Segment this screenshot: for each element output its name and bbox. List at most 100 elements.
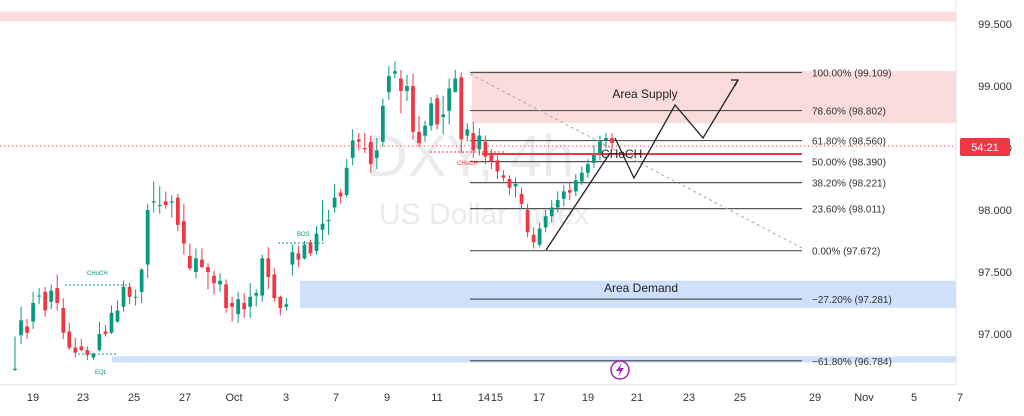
x-tick-label: 7 [957, 392, 963, 404]
projection-arrowhead [731, 79, 740, 87]
candle-body [586, 164, 590, 173]
candle-body [163, 201, 168, 206]
candle-body [489, 154, 494, 162]
watermark-name: US Dollar Index [379, 198, 589, 231]
dashed-trendline [469, 73, 803, 249]
candle-body [272, 274, 277, 299]
y-tick-label: 98.000 [978, 205, 1012, 217]
candle-body [31, 303, 35, 322]
x-tick-label: 3 [283, 392, 289, 404]
area-demand-zone [300, 280, 956, 308]
candle-body [248, 296, 253, 307]
candle-body [181, 221, 186, 244]
candle-body [296, 253, 301, 260]
candlestick-series [13, 61, 614, 372]
candle-body [55, 288, 60, 303]
event-lightning-icon[interactable] [610, 360, 630, 380]
candle-body [567, 190, 572, 193]
candle-body [411, 86, 415, 132]
fib-label: 0.00% (97.672) [812, 247, 880, 258]
candle-body [368, 141, 373, 165]
candle-body [417, 131, 421, 144]
candle-body [266, 258, 271, 277]
fib-label: 23.60% (98.011) [812, 205, 885, 216]
candle-body [537, 228, 542, 245]
x-tick-label: 7 [333, 392, 339, 404]
price-tag [960, 138, 1010, 156]
x-tick-label: 5 [911, 392, 917, 404]
x-tick-label: Oct [225, 392, 242, 404]
x-tick-label: Nov [854, 392, 874, 404]
candle-body [67, 331, 72, 348]
candle-body [25, 326, 29, 333]
choch-label-mid: CHoCH [457, 161, 478, 167]
candle-body [495, 160, 500, 172]
candle-body [519, 193, 524, 204]
choch-trend-line [545, 152, 611, 251]
candle-body [115, 310, 120, 322]
candle-body [332, 197, 337, 208]
candle-body [308, 242, 313, 254]
candle-body [85, 350, 90, 356]
candle-body [127, 286, 132, 297]
candle-body [380, 105, 385, 142]
candle-body [350, 140, 355, 158]
candle-body [151, 201, 156, 203]
y-tick-label: 99.500 [978, 19, 1012, 31]
x-tick-label: 29 [809, 392, 821, 404]
x-tick-label: 23 [77, 392, 89, 404]
candle-body [507, 179, 512, 188]
candle-body [133, 296, 138, 298]
x-tick-label: 23 [683, 392, 695, 404]
candle-body [513, 183, 518, 187]
candle-body [441, 114, 446, 117]
candle-body [471, 133, 476, 151]
x-axis[interactable]: 19 23 25 27 Oct 3 7 9 11 14 15 17 19 21 23 25 29 Nov 5 7 [27, 392, 963, 404]
candle-body [109, 312, 114, 333]
candle-body [212, 275, 216, 284]
x-tick-label: 27 [179, 392, 191, 404]
fib-label: 50.00% (98.390) [812, 158, 886, 169]
candle-body [139, 269, 144, 292]
bos-label: BOS [297, 232, 310, 238]
candle-body [194, 258, 198, 272]
x-tick-label: 19 [582, 392, 594, 404]
candle-body [169, 201, 174, 203]
candle-body [604, 138, 608, 141]
x-tick-label: 19 [27, 392, 39, 404]
x-tick-label: 25 [734, 392, 746, 404]
fib-label: 100.00% (99.109) [812, 68, 892, 79]
candle-body [188, 255, 192, 269]
candle-body [230, 303, 234, 307]
candle-body [561, 191, 566, 199]
candle-body [549, 207, 554, 217]
candle-body [501, 175, 506, 178]
candle-body [145, 210, 150, 265]
candle-body [405, 86, 409, 91]
candle-body [175, 197, 180, 225]
x-tick-label: 9 [384, 392, 390, 404]
candle-body [344, 167, 349, 196]
candle-body [320, 223, 325, 230]
watermark-symbol: DXY, 4h [366, 124, 575, 189]
candle-body [543, 216, 548, 228]
x-tick-label: 15 [491, 392, 503, 404]
candle-body [465, 129, 470, 136]
y-tick-label: 97.000 [978, 329, 1012, 341]
area-supply-zone [472, 71, 956, 124]
choch-label-left: CHoCH [87, 271, 108, 277]
candle-body [579, 172, 584, 182]
candle-body [61, 307, 66, 333]
candle-body [338, 192, 343, 197]
candle-body [260, 258, 265, 296]
fib-label: 78.60% (98.802) [812, 107, 886, 118]
candle-body [525, 210, 530, 233]
choch-main-label: CHoCH [601, 147, 642, 161]
candle-body [157, 205, 162, 207]
candle-body [290, 252, 295, 265]
candle-body [242, 303, 247, 310]
candle-body [435, 98, 439, 125]
candle-body [531, 234, 536, 243]
fib-label: −61.80% (96.784) [812, 357, 892, 368]
